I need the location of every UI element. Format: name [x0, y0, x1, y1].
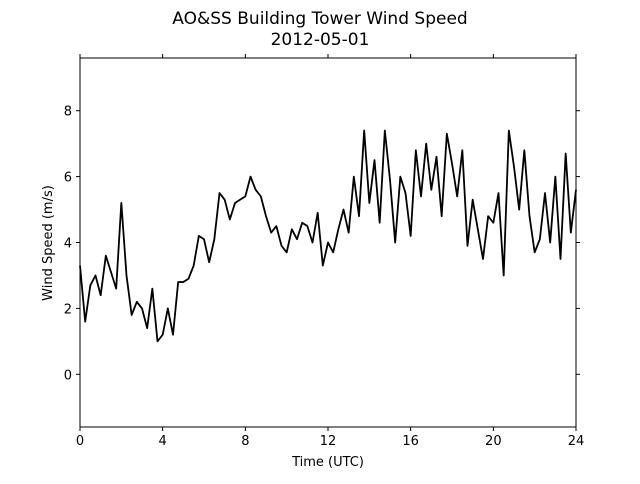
x-tick-label: 0 [76, 434, 84, 449]
chart-subtitle: 2012-05-01 [271, 30, 370, 50]
y-tick-label: 0 [64, 368, 72, 383]
y-tick-label: 4 [64, 237, 72, 252]
x-axis-label: Time (UTC) [291, 455, 364, 470]
x-tick-label: 16 [402, 434, 419, 449]
y-axis-label: Wind Speed (m/s) [41, 185, 56, 301]
y-tick-label: 6 [64, 171, 72, 186]
x-tick-label: 4 [159, 434, 167, 449]
x-tick-label: 8 [241, 434, 249, 449]
x-tick-label: 12 [320, 434, 337, 449]
y-tick-label: 8 [64, 105, 72, 120]
x-tick-label: 20 [485, 434, 502, 449]
chart-title: AO&SS Building Tower Wind Speed [172, 9, 467, 29]
line-series [79, 129, 577, 343]
x-tick-label: 24 [568, 434, 585, 449]
y-tick-label: 2 [64, 302, 72, 317]
